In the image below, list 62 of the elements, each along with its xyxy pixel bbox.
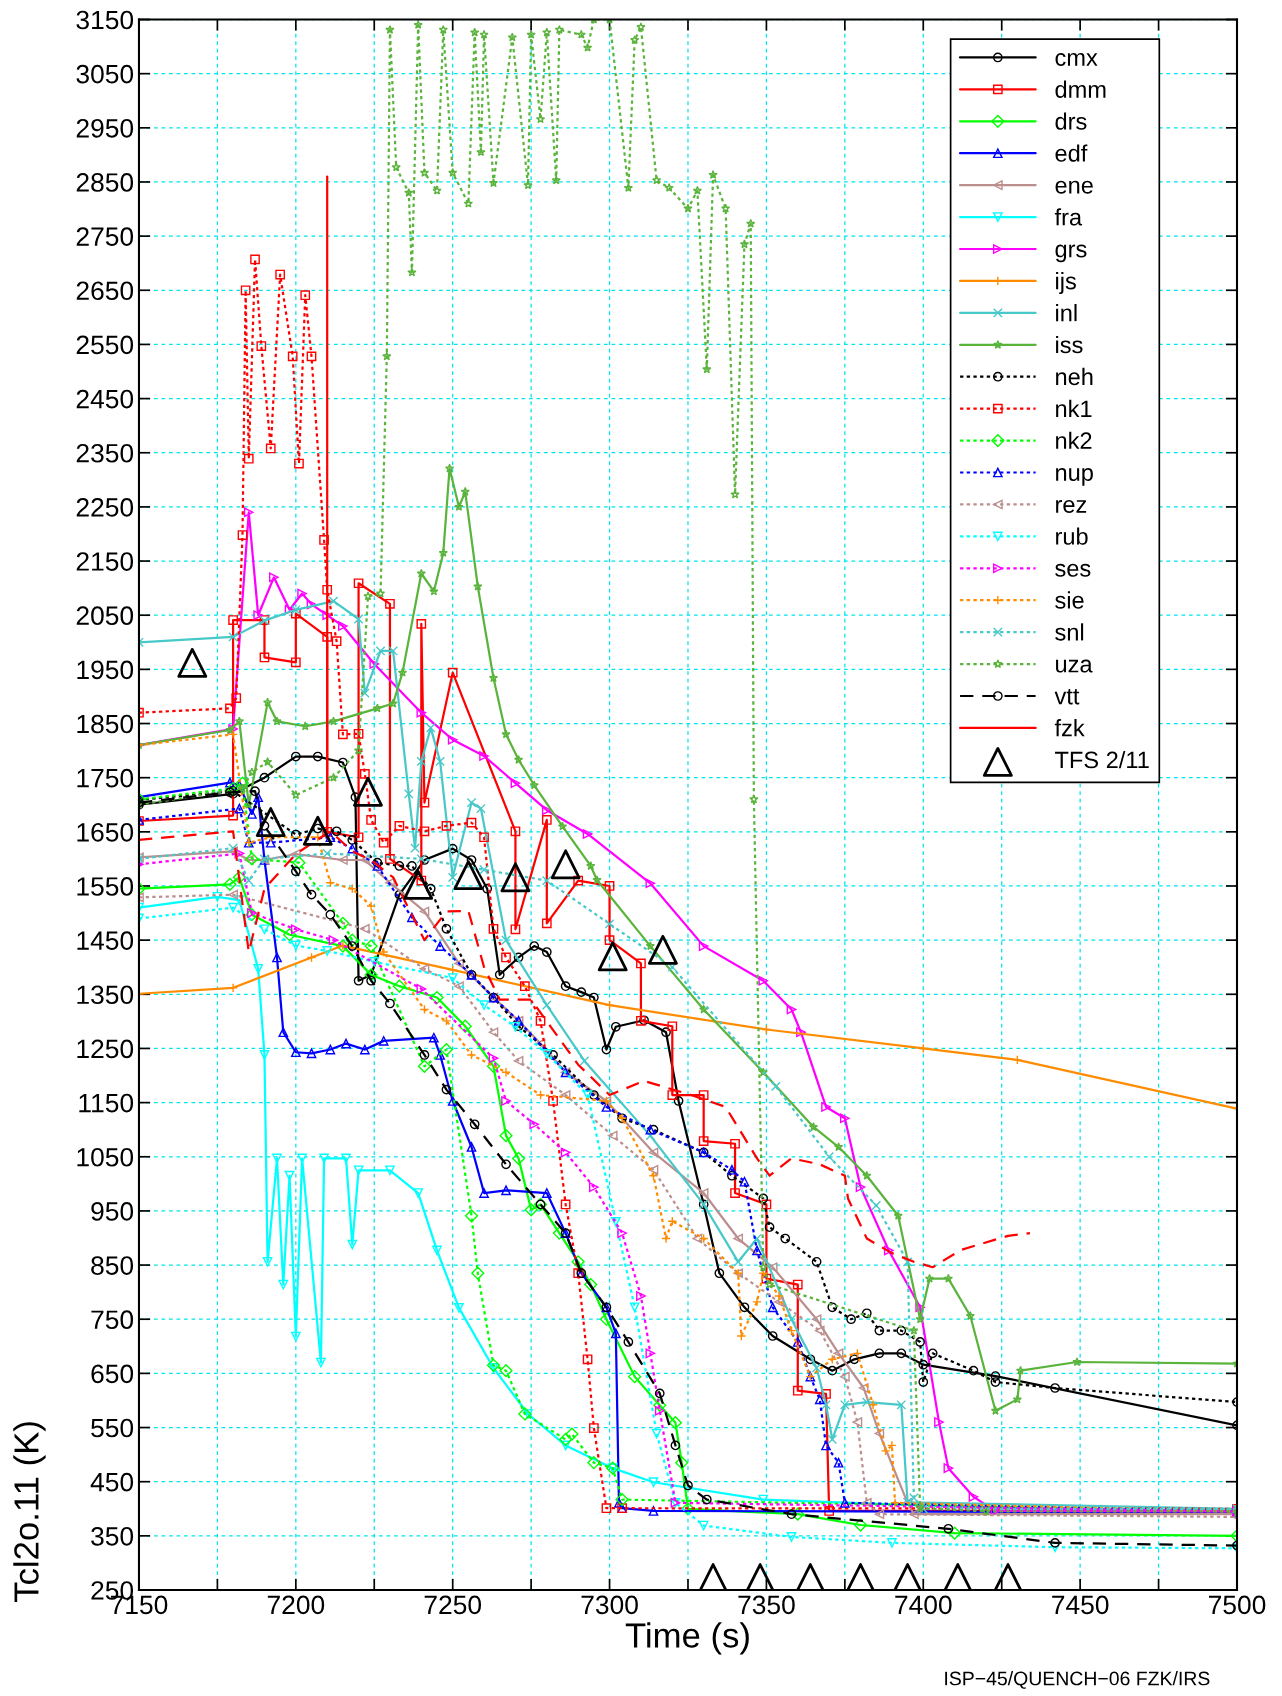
legend-label: fzk bbox=[1054, 719, 1085, 737]
y-axis-title: Tcl2o.11 (K) bbox=[13, 1422, 46, 1603]
legend-label: TFS 2/11 bbox=[1055, 750, 1149, 769]
y-tick-label: 750 bbox=[91, 1310, 134, 1330]
legend-label: inl bbox=[1056, 304, 1077, 322]
y-tick-label: 850 bbox=[91, 1256, 134, 1275]
legend-label: edf bbox=[1055, 144, 1088, 162]
y-tick-label: 450 bbox=[90, 1472, 134, 1492]
y-tick-label: 2550 bbox=[76, 335, 134, 355]
y-tick-label: 3150 bbox=[76, 10, 134, 30]
y-tick-label: 350 bbox=[91, 1526, 134, 1546]
legend-label: grs bbox=[1055, 244, 1087, 263]
y-tick-label: 1750 bbox=[77, 768, 134, 788]
x-tick-label: 7500 bbox=[1209, 1595, 1266, 1615]
y-tick-label: 2750 bbox=[76, 227, 134, 246]
x-tick-label: 7250 bbox=[424, 1595, 482, 1615]
legend-label: sie bbox=[1055, 591, 1084, 609]
legend-label: cmx bbox=[1055, 53, 1098, 66]
y-tick-label: 2450 bbox=[76, 389, 134, 409]
x-tick-label: 7400 bbox=[895, 1595, 952, 1615]
y-tick-label: 1150 bbox=[79, 1093, 134, 1113]
y-tick-label: 3050 bbox=[76, 64, 134, 84]
y-tick-label: 2050 bbox=[76, 606, 134, 626]
y-tick-label: 1050 bbox=[77, 1147, 134, 1167]
legend-label: fra bbox=[1054, 208, 1083, 226]
legend-label: rez bbox=[1056, 499, 1087, 513]
legend-label: snl bbox=[1055, 623, 1084, 641]
x-tick-label: 7450 bbox=[1052, 1595, 1109, 1615]
y-tick-label: 2850 bbox=[76, 173, 134, 192]
y-tick-label: 2950 bbox=[76, 118, 134, 138]
y-tick-label: 1250 bbox=[77, 1039, 134, 1059]
legend-label: iss bbox=[1056, 335, 1083, 354]
y-tick-label: 1850 bbox=[77, 714, 134, 734]
y-tick-label: 1450 bbox=[77, 931, 134, 950]
y-tick-label: 1950 bbox=[77, 660, 134, 680]
y-tick-label: 1350 bbox=[77, 985, 134, 1005]
y-tick-label: 1650 bbox=[77, 822, 134, 842]
x-tick-label: 7350 bbox=[738, 1595, 795, 1615]
legend-label: nk1 bbox=[1056, 399, 1092, 417]
legend-label: drs bbox=[1055, 112, 1087, 130]
y-tick-label: 2150 bbox=[76, 552, 134, 571]
legend-label: vtt bbox=[1054, 688, 1080, 705]
y-tick-label: 550 bbox=[91, 1418, 134, 1438]
legend-label: rub bbox=[1056, 527, 1088, 545]
y-tick-label: 2650 bbox=[76, 281, 134, 301]
x-tick-label: 7300 bbox=[581, 1595, 638, 1615]
text: ISP−45/QUENCH−06 FZK/IRS bbox=[945, 1671, 1210, 1689]
y-tick-label: 650 bbox=[91, 1364, 134, 1384]
legend-label: nup bbox=[1056, 468, 1093, 486]
legend-label: nk2 bbox=[1056, 431, 1092, 449]
legend-label: dmm bbox=[1055, 80, 1106, 98]
legend-label: ene bbox=[1055, 180, 1093, 194]
legend-label: ijs bbox=[1056, 272, 1076, 295]
legend-label: neh bbox=[1056, 367, 1093, 386]
y-tick-label: 950 bbox=[91, 1202, 134, 1221]
y-tick-label: 1550 bbox=[77, 877, 134, 896]
legend-label: uza bbox=[1056, 659, 1093, 673]
legend-label: ses bbox=[1055, 563, 1091, 577]
x-axis-title: Time (s) bbox=[625, 1622, 749, 1655]
y-tick-label: 2250 bbox=[76, 498, 134, 517]
y-tick-label: 2350 bbox=[76, 443, 134, 463]
x-tick-label: 7200 bbox=[267, 1595, 325, 1615]
